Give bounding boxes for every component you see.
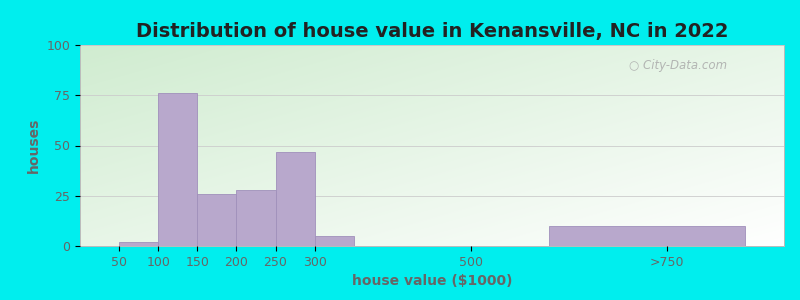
- Bar: [119, 242, 158, 246]
- Title: Distribution of house value in Kenansville, NC in 2022: Distribution of house value in Kenansvil…: [136, 22, 728, 41]
- Bar: [275, 152, 314, 246]
- X-axis label: house value ($1000): house value ($1000): [352, 274, 512, 288]
- Y-axis label: houses: houses: [27, 118, 41, 173]
- Bar: [237, 190, 275, 246]
- Bar: [198, 194, 237, 246]
- Bar: [158, 93, 198, 246]
- Text: ○ City-Data.com: ○ City-Data.com: [629, 59, 727, 72]
- Bar: [550, 226, 745, 246]
- Bar: [314, 236, 354, 246]
